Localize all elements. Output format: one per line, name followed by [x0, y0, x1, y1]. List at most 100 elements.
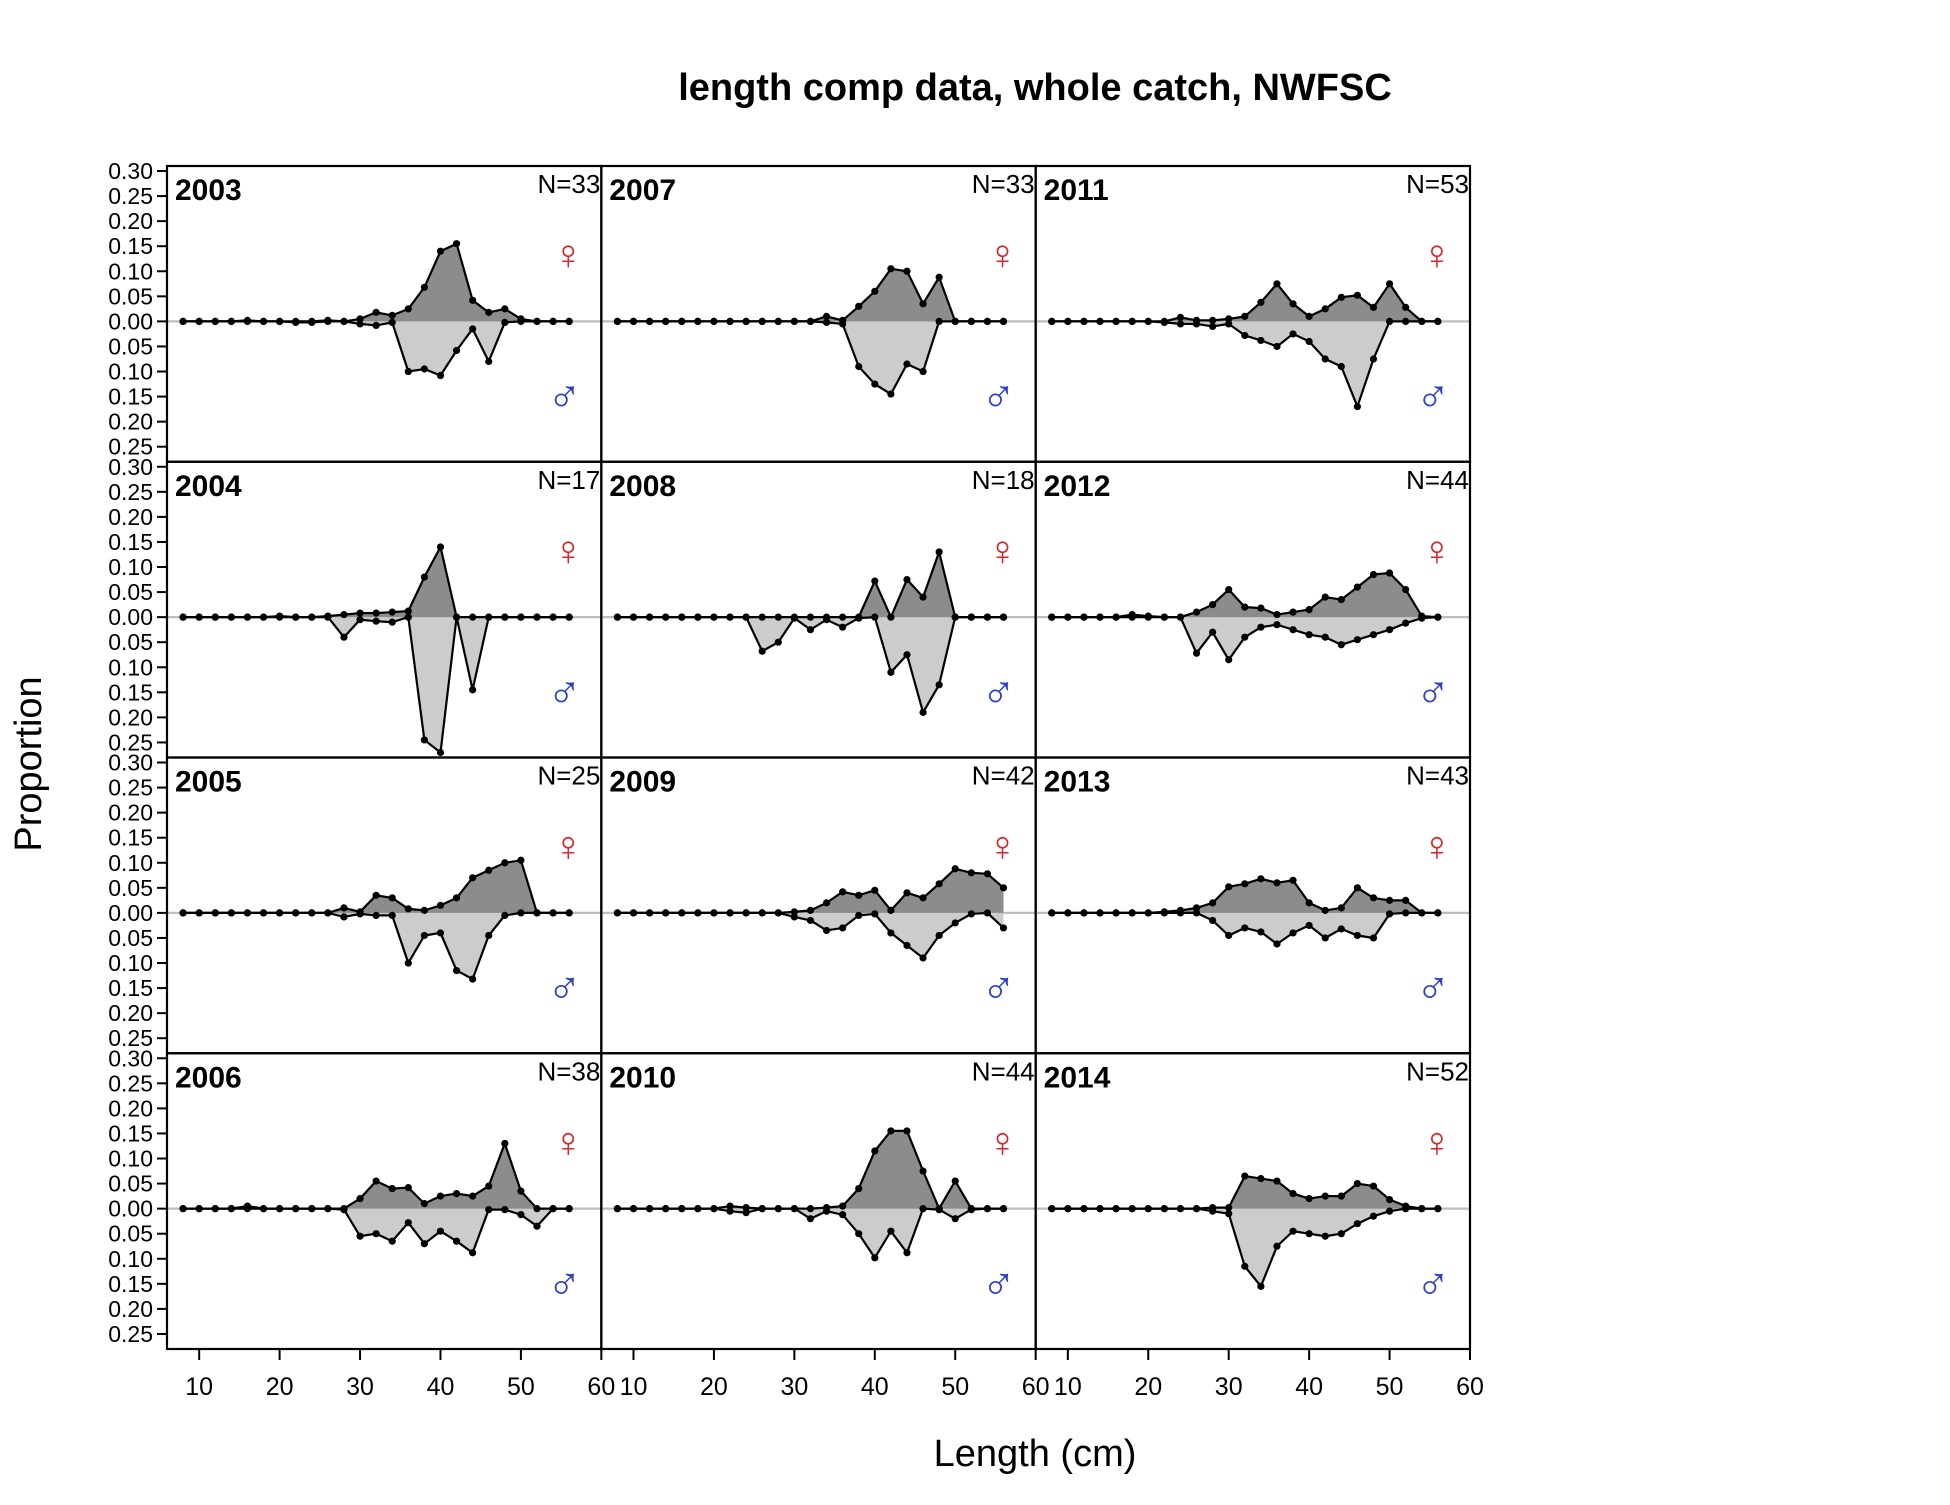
panel-n-label: N=38 [537, 1056, 600, 1086]
female-point [1064, 317, 1072, 325]
female-point [1176, 313, 1185, 321]
male-point [935, 931, 943, 940]
y-tick-label: 0.10 [108, 654, 153, 680]
female-symbol-icon: ♀ [553, 1118, 585, 1165]
female-point [951, 1177, 959, 1185]
female-point [806, 317, 815, 325]
female-point [742, 909, 750, 917]
male-point [1225, 320, 1233, 328]
female-point [436, 1192, 445, 1200]
female-point [790, 317, 798, 325]
female-point [1337, 1192, 1345, 1200]
female-point [1209, 601, 1217, 609]
female-point [292, 909, 300, 917]
female-point [243, 316, 252, 324]
female-point [887, 265, 895, 273]
y-tick-label: 0.25 [108, 775, 153, 801]
female-point [1112, 613, 1120, 621]
female-area [1051, 283, 1438, 322]
female-point [1369, 894, 1378, 902]
female-point [935, 1205, 943, 1213]
y-tick-label: 0.15 [108, 975, 153, 1001]
male-point [919, 1205, 927, 1213]
female-point [1064, 613, 1072, 621]
female-point [983, 1205, 992, 1213]
female-point [613, 909, 622, 917]
male-point [404, 959, 412, 967]
y-tick-label: 0.10 [108, 554, 153, 580]
male-point [1225, 931, 1233, 940]
female-point [211, 909, 219, 917]
y-tick-label: 0.30 [108, 454, 153, 480]
x-axis-label: Length (cm) [934, 1433, 1137, 1475]
male-point [806, 1215, 815, 1223]
male-point [1209, 628, 1217, 636]
male-point [726, 1207, 734, 1215]
y-tick-label: 0.25 [108, 434, 153, 460]
panel-year-label: 2012 [1044, 470, 1111, 503]
female-point [356, 315, 364, 323]
female-point [806, 1205, 815, 1213]
female-point [308, 317, 316, 325]
y-tick-label: 0.05 [108, 579, 153, 605]
male-point [485, 931, 493, 940]
panel-2011: 2011 N=53 ♀ ♂ [1034, 164, 1472, 463]
female-point [501, 305, 509, 313]
panel-2003: 2003 N=33♀♂0.300.250.200.150.100.050.000.… [108, 158, 603, 463]
female-point [533, 317, 541, 325]
female-point [356, 908, 364, 916]
male-point [1353, 931, 1361, 940]
female-point [678, 909, 686, 917]
y-tick-label: 0.15 [108, 233, 153, 259]
male-point [919, 708, 927, 716]
female-point [790, 613, 798, 621]
male-point [1241, 1262, 1249, 1270]
male-point [1273, 621, 1281, 629]
male-point [1402, 619, 1410, 627]
female-symbol-icon: ♀ [553, 527, 585, 574]
female-point [517, 856, 525, 864]
male-point [501, 318, 509, 326]
female-point [292, 317, 300, 325]
male-point [420, 365, 428, 373]
female-point [1321, 305, 1329, 313]
female-point [983, 613, 992, 621]
x-tick-label: 20 [700, 1373, 728, 1401]
panel-year-label: 2003 [175, 174, 242, 207]
female-symbol-icon: ♀ [1421, 823, 1453, 870]
female-point [903, 889, 911, 897]
male-point [356, 1232, 364, 1240]
female-point [324, 909, 332, 917]
female-point [1337, 293, 1345, 301]
male-point [436, 748, 445, 757]
female-point [420, 283, 428, 291]
female-point [404, 1183, 412, 1192]
male-point [356, 616, 364, 624]
male-point [340, 913, 348, 921]
female-point [469, 874, 477, 882]
panel-2008: 2008 N=18 ♀ ♂ [600, 460, 1037, 759]
y-tick-label: 0.25 [108, 479, 153, 505]
female-point [613, 1205, 622, 1213]
female-point [517, 315, 525, 323]
female-point [452, 613, 461, 621]
male-point [404, 1219, 412, 1227]
female-point [613, 317, 622, 325]
female-point [1418, 612, 1426, 620]
female-point [678, 1205, 686, 1213]
female-point [1048, 909, 1056, 917]
female-point [211, 317, 219, 325]
y-tick-label: 0.20 [108, 800, 153, 826]
female-point [1144, 909, 1152, 917]
female-point [1096, 317, 1104, 325]
female-point [1321, 593, 1329, 601]
female-point [919, 300, 927, 308]
female-point [887, 613, 895, 621]
male-symbol-icon: ♂ [547, 962, 582, 1014]
female-point [565, 317, 573, 325]
male-point [517, 909, 525, 917]
female-point [388, 894, 396, 902]
female-point [1128, 611, 1136, 619]
female-point [726, 1202, 734, 1210]
female-point [822, 899, 831, 907]
